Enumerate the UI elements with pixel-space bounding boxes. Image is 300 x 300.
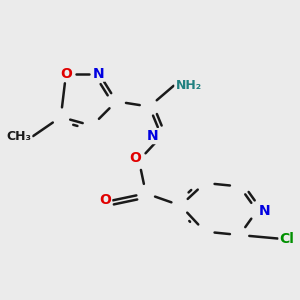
Text: O: O bbox=[99, 193, 111, 207]
Text: N: N bbox=[259, 204, 270, 218]
Text: O: O bbox=[60, 67, 72, 81]
Text: CH₃: CH₃ bbox=[6, 130, 31, 142]
Text: N: N bbox=[147, 129, 159, 143]
Text: Cl: Cl bbox=[280, 232, 294, 245]
Text: NH₂: NH₂ bbox=[176, 79, 202, 92]
Text: N: N bbox=[93, 67, 105, 81]
Text: O: O bbox=[129, 151, 141, 165]
